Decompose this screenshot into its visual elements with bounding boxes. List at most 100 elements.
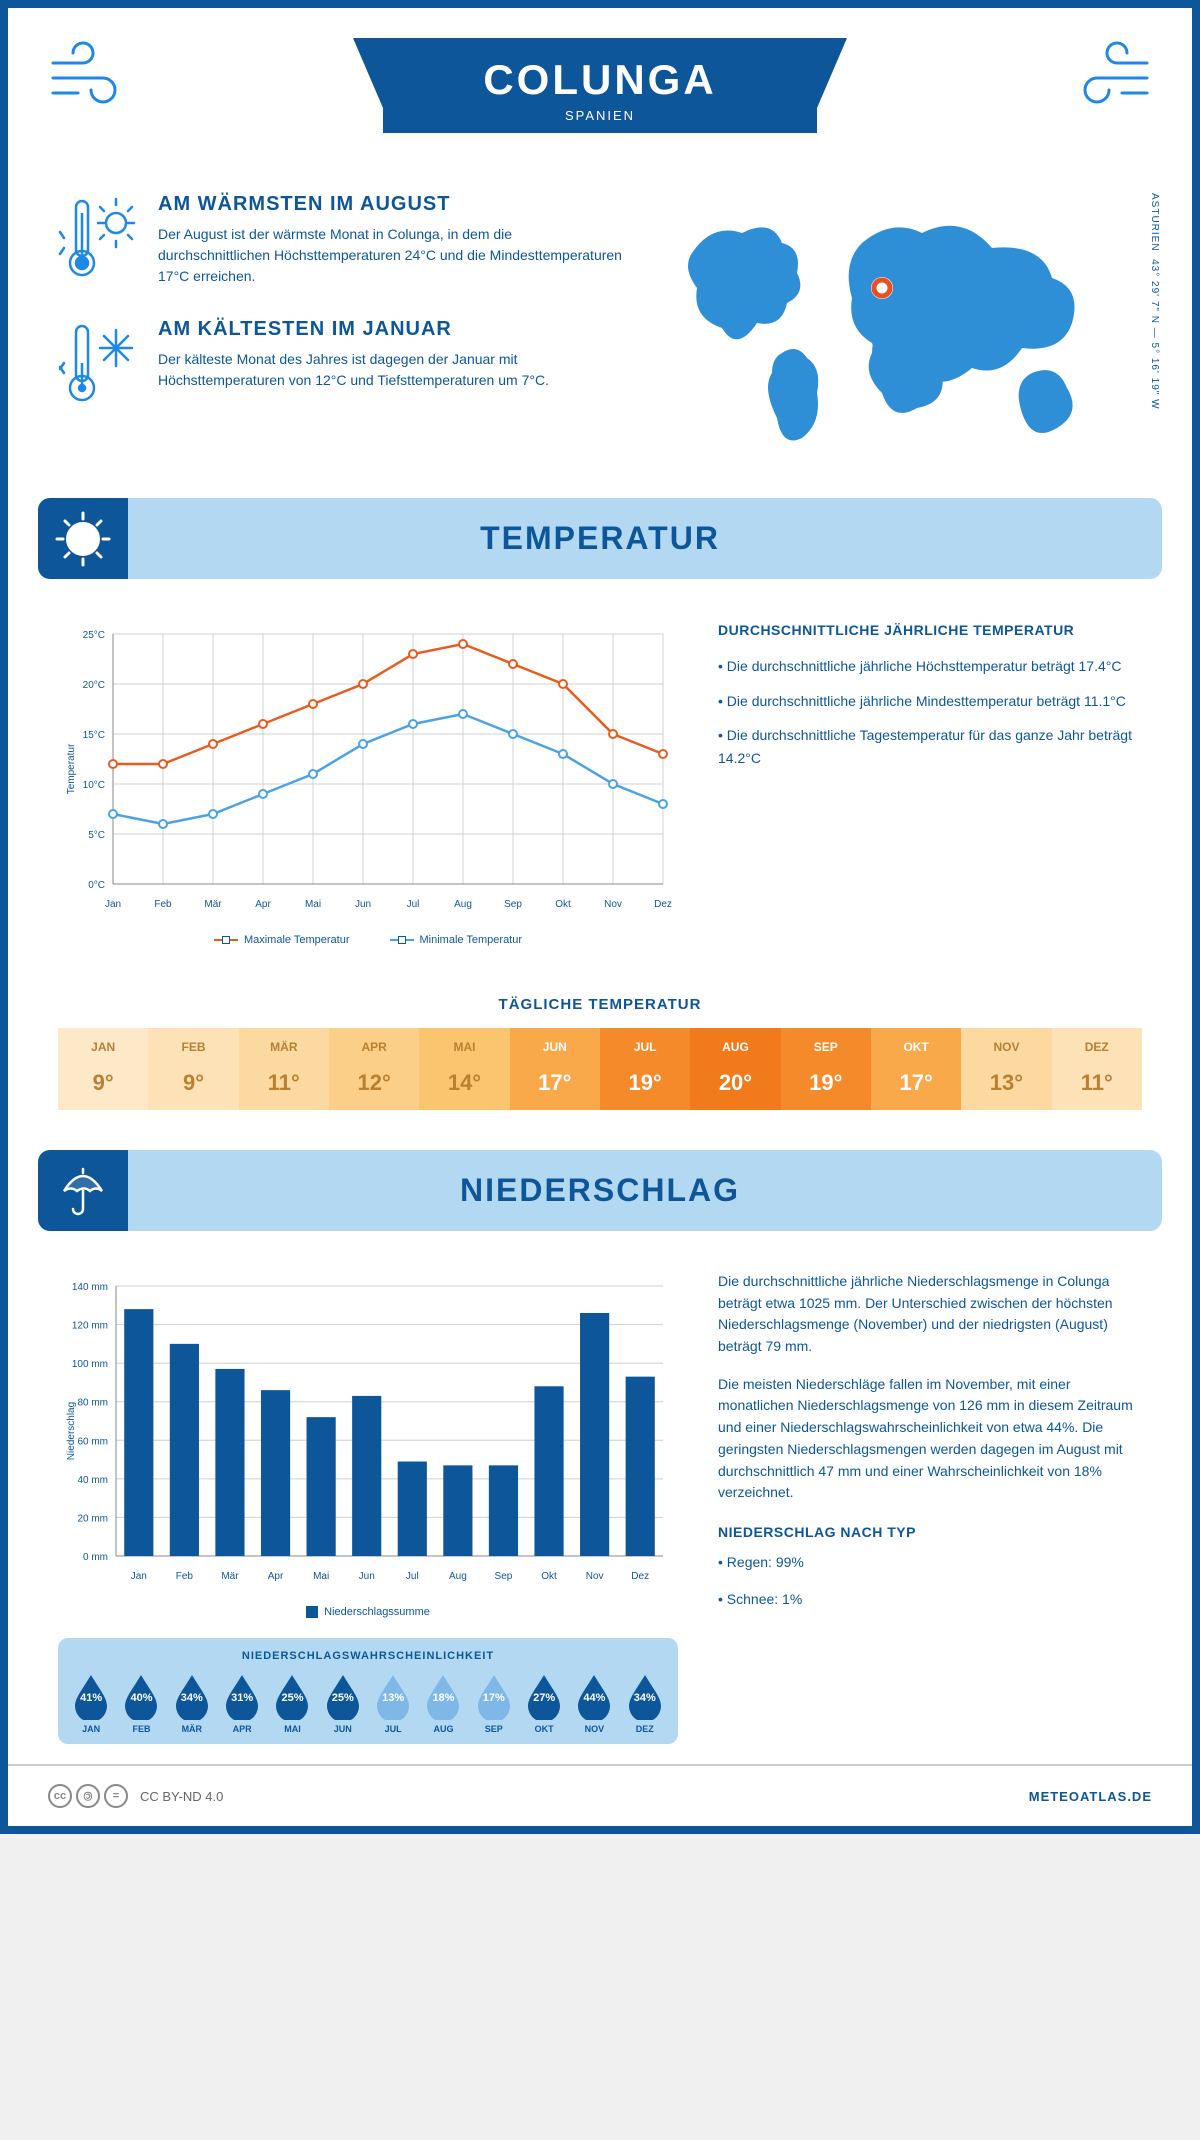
svg-text:140 mm: 140 mm	[72, 1282, 108, 1293]
month-cell: OKT17°	[871, 1028, 961, 1110]
svg-text:25°C: 25°C	[83, 630, 105, 641]
wind-icon	[48, 38, 138, 113]
probability-drop: 34%MÄR	[173, 1672, 211, 1734]
thermometer-snow-icon	[58, 318, 138, 413]
warmest-block: AM WÄRMSTEN IM AUGUST Der August ist der…	[58, 193, 622, 288]
precipitation-section-header: NIEDERSCHLAG	[38, 1150, 1162, 1231]
warmest-text: Der August ist der wärmste Monat in Colu…	[158, 224, 622, 287]
svg-text:Mai: Mai	[313, 1571, 329, 1582]
footer: cc🄯= CC BY-ND 4.0 METEOATLAS.DE	[8, 1764, 1192, 1826]
svg-text:Dez: Dez	[654, 899, 672, 910]
svg-text:Dez: Dez	[631, 1571, 649, 1582]
probability-drop: 25%JUN	[324, 1672, 362, 1734]
umbrella-icon	[38, 1150, 128, 1231]
svg-text:Mär: Mär	[221, 1571, 239, 1582]
probability-drop: 41%JAN	[72, 1672, 110, 1734]
svg-text:Jul: Jul	[407, 899, 420, 910]
svg-text:Jan: Jan	[131, 1571, 147, 1582]
svg-text:120 mm: 120 mm	[72, 1321, 108, 1332]
title-banner: COLUNGA SPANIEN	[383, 38, 816, 133]
month-cell: NOV13°	[961, 1028, 1051, 1110]
probability-drop: 44%NOV	[575, 1672, 613, 1734]
svg-text:100 mm: 100 mm	[72, 1359, 108, 1370]
svg-text:20°C: 20°C	[83, 680, 105, 691]
intro-section: AM WÄRMSTEN IM AUGUST Der August ist der…	[8, 173, 1192, 488]
infographic-page: COLUNGA SPANIEN AM WÄRMSTEN IM AUGUST De…	[0, 0, 1200, 1834]
intro-text-column: AM WÄRMSTEN IM AUGUST Der August ist der…	[58, 193, 622, 458]
month-cell: MÄR11°	[239, 1028, 329, 1110]
svg-text:Aug: Aug	[454, 899, 472, 910]
temperature-section: 0°C 5°C 10°C 15°C 20°C 25°C Jan Feb Mär Apr Mai Jun…	[8, 589, 1192, 976]
svg-text:Temperatur: Temperatur	[66, 743, 77, 794]
svg-text:5°C: 5°C	[88, 830, 105, 841]
probability-drop: 18%AUG	[424, 1672, 462, 1734]
svg-text:Jan: Jan	[105, 899, 121, 910]
precipitation-summary: Die durchschnittliche jährliche Niedersc…	[718, 1271, 1142, 1744]
daily-temperature-strip: JAN9°FEB9°MÄR11°APR12°MAI14°JUN17°JUL19°…	[58, 1028, 1142, 1110]
coldest-text: Der kälteste Monat des Jahres ist dagege…	[158, 349, 622, 391]
month-cell: SEP19°	[781, 1028, 871, 1110]
sun-icon	[38, 498, 128, 579]
svg-text:Apr: Apr	[268, 1571, 284, 1582]
month-cell: MAI14°	[419, 1028, 509, 1110]
probability-drop: 40%FEB	[122, 1672, 160, 1734]
month-cell: JUL19°	[600, 1028, 690, 1110]
svg-text:60 mm: 60 mm	[77, 1436, 108, 1447]
svg-text:Feb: Feb	[154, 899, 172, 910]
svg-text:Okt: Okt	[541, 1571, 557, 1582]
probability-drop: 17%SEP	[475, 1672, 513, 1734]
month-cell: JAN9°	[58, 1028, 148, 1110]
svg-text:80 mm: 80 mm	[77, 1398, 108, 1409]
svg-text:Jun: Jun	[355, 899, 371, 910]
probability-drop: 27%OKT	[525, 1672, 563, 1734]
coldest-title: AM KÄLTESTEN IM JANUAR	[158, 318, 622, 341]
coordinates: ASTURIEN 43° 29' 7" N — 5° 16' 19" W	[1149, 193, 1160, 410]
month-cell: DEZ11°	[1052, 1028, 1142, 1110]
site-credit: METEOATLAS.DE	[1029, 1789, 1152, 1804]
svg-text:Mai: Mai	[305, 899, 321, 910]
cc-license-icon: cc🄯=	[48, 1784, 128, 1808]
svg-text:Feb: Feb	[176, 1571, 194, 1582]
precipitation-bar-chart: 0 mm 20 mm 40 mm 60 mm 80 mm 100 mm 120 mm 140 …	[58, 1271, 678, 1618]
svg-text:Nov: Nov	[586, 1571, 604, 1582]
warmest-title: AM WÄRMSTEN IM AUGUST	[158, 193, 622, 216]
chart-legend: Maximale Temperatur Minimale Temperatur	[58, 934, 678, 946]
probability-drop: 31%APR	[223, 1672, 261, 1734]
svg-text:Sep: Sep	[495, 1571, 513, 1582]
license-text: CC BY-ND 4.0	[140, 1789, 223, 1804]
month-cell: JUN17°	[510, 1028, 600, 1110]
svg-text:15°C: 15°C	[83, 730, 105, 741]
header: COLUNGA SPANIEN	[8, 8, 1192, 173]
svg-text:Apr: Apr	[255, 899, 271, 910]
page-subtitle: SPANIEN	[483, 108, 716, 123]
svg-text:10°C: 10°C	[83, 780, 105, 791]
svg-text:Jun: Jun	[359, 1571, 375, 1582]
precipitation-probability-box: NIEDERSCHLAGSWAHRSCHEINLICHKEIT 41%JAN40…	[58, 1638, 678, 1744]
wind-icon	[1062, 38, 1152, 113]
svg-text:Nov: Nov	[604, 899, 622, 910]
chart-legend: Niederschlagssumme	[58, 1606, 678, 1618]
svg-text:Mär: Mär	[204, 899, 222, 910]
svg-text:Okt: Okt	[555, 899, 571, 910]
temperature-line-chart: 0°C 5°C 10°C 15°C 20°C 25°C Jan Feb Mär Apr Mai Jun…	[58, 619, 678, 946]
world-map: ASTURIEN 43° 29' 7" N — 5° 16' 19" W	[662, 193, 1142, 458]
svg-text:0 mm: 0 mm	[83, 1552, 108, 1563]
precipitation-section: 0 mm 20 mm 40 mm 60 mm 80 mm 100 mm 120 mm 140 …	[8, 1241, 1192, 1764]
temperature-summary: DURCHSCHNITTLICHE JÄHRLICHE TEMPERATUR •…	[718, 619, 1142, 946]
svg-text:Niederschlag: Niederschlag	[66, 1402, 77, 1460]
probability-drop: 13%JUL	[374, 1672, 412, 1734]
month-cell: APR12°	[329, 1028, 419, 1110]
svg-text:0°C: 0°C	[88, 880, 105, 891]
daily-temp-title: TÄGLICHE TEMPERATUR	[8, 996, 1192, 1013]
page-title: COLUNGA	[483, 56, 716, 104]
svg-text:40 mm: 40 mm	[77, 1475, 108, 1486]
coldest-block: AM KÄLTESTEN IM JANUAR Der kälteste Mona…	[58, 318, 622, 413]
svg-text:Aug: Aug	[449, 1571, 467, 1582]
temperature-section-header: TEMPERATUR	[38, 498, 1162, 579]
probability-drop: 34%DEZ	[626, 1672, 664, 1734]
svg-text:20 mm: 20 mm	[77, 1513, 108, 1524]
svg-text:Sep: Sep	[504, 899, 522, 910]
month-cell: AUG20°	[690, 1028, 780, 1110]
probability-drop: 25%MAI	[273, 1672, 311, 1734]
svg-text:Jul: Jul	[406, 1571, 419, 1582]
